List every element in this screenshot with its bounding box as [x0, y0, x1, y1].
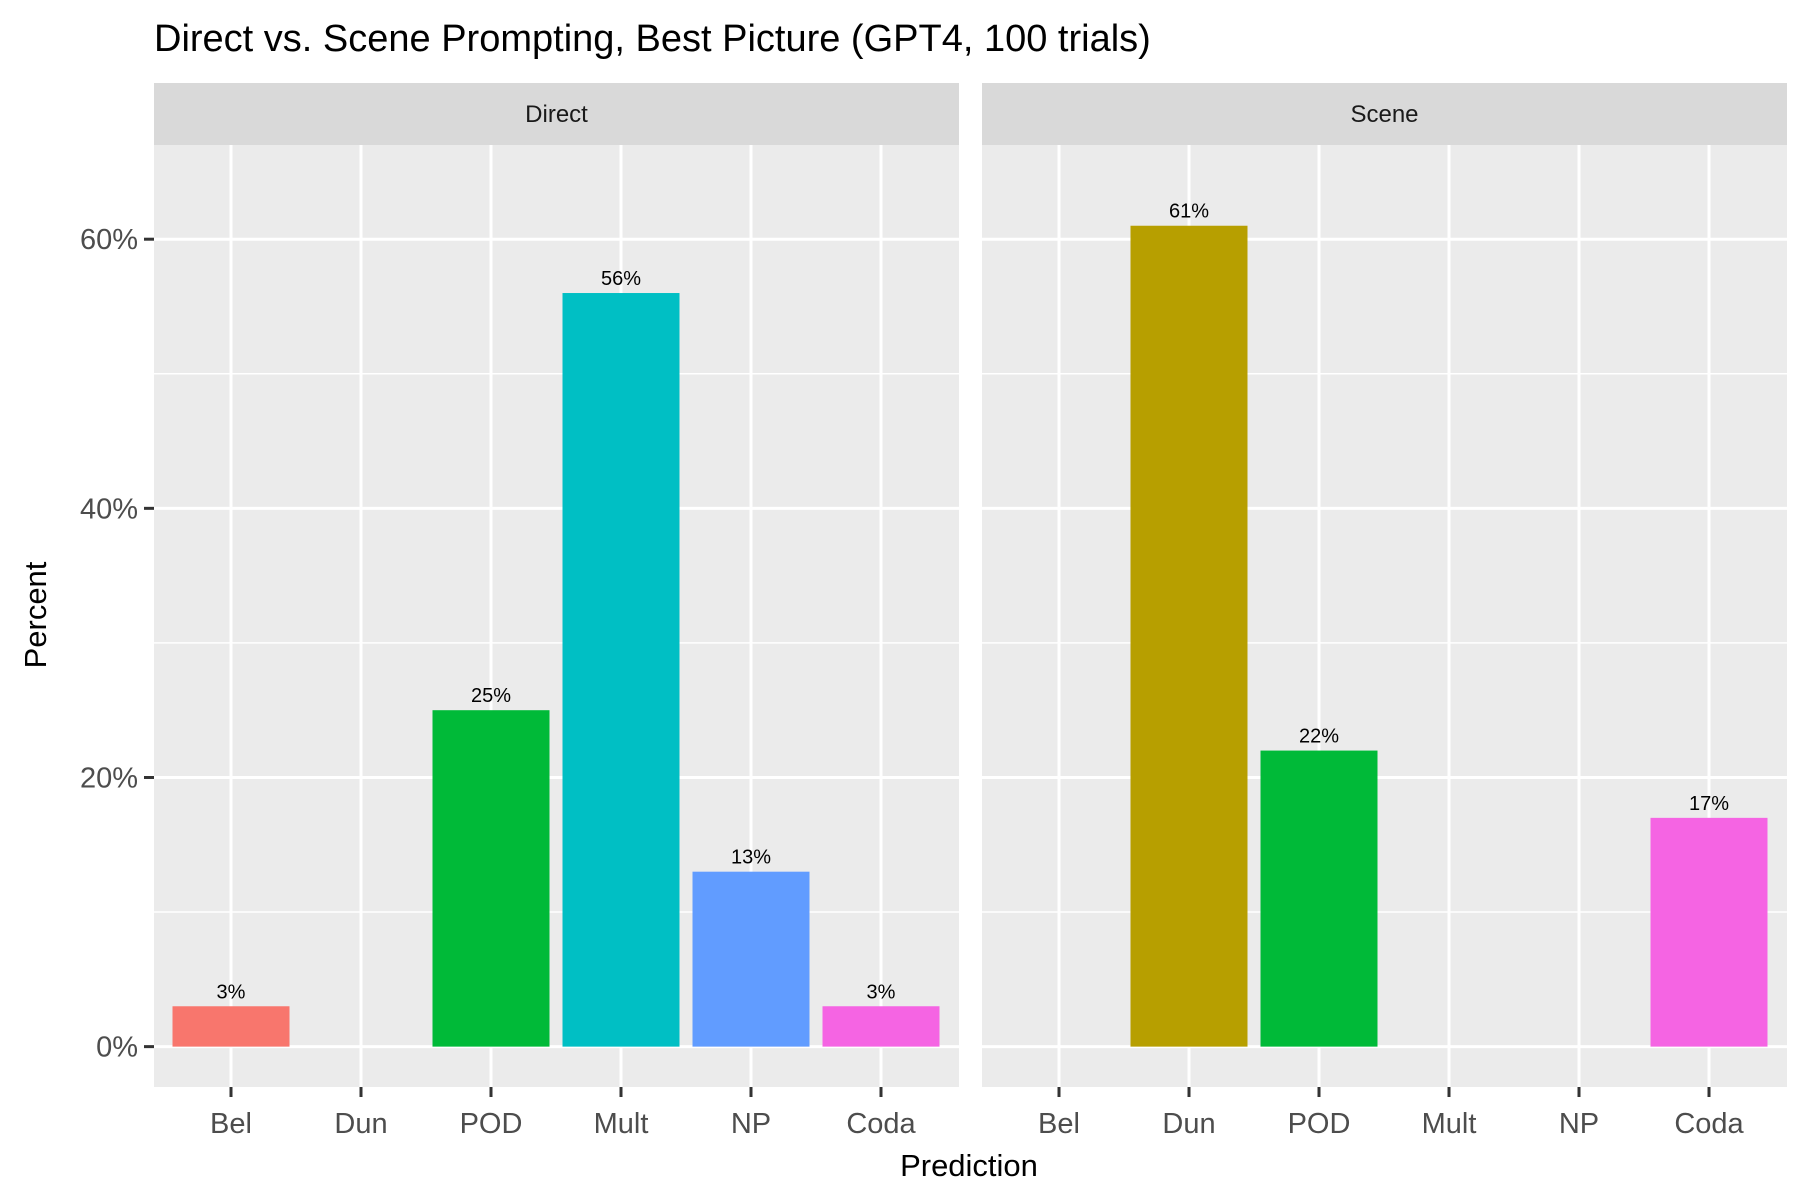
- facet-strip-label: Scene: [1350, 101, 1418, 128]
- y-axis-title: Percent: [18, 561, 53, 668]
- x-tick-label: NP: [1559, 1108, 1599, 1140]
- facet-strip: [154, 83, 959, 145]
- x-tick-label: Coda: [1674, 1108, 1744, 1140]
- bar-direct-mult: [562, 293, 680, 1047]
- data-label: 3%: [867, 981, 896, 1003]
- facet-panel-scene: Scene Bel Dun POD Mult NP Coda 61% 22% 17%: [982, 83, 1787, 1140]
- y-tick-label: 0%: [96, 1032, 138, 1064]
- facet-panels: Direct Bel Dun POD Mult NP Coda 3% 25% 56% 13% 3% Sc…: [154, 83, 1787, 1140]
- x-tick-label: Mult: [1422, 1108, 1477, 1140]
- facet-strip-label: Direct: [525, 101, 588, 128]
- data-label: 3%: [217, 981, 246, 1003]
- data-label: 22%: [1299, 726, 1339, 748]
- bar-scene-dun: [1130, 225, 1248, 1047]
- y-tick-label: 40%: [80, 493, 138, 525]
- bar-direct-coda: [822, 1006, 940, 1047]
- x-tick-label: POD: [460, 1108, 523, 1140]
- data-label: 13%: [731, 847, 771, 869]
- y-axis: 0% 20% 40% 60%: [80, 224, 154, 1064]
- x-tick-label: NP: [731, 1108, 771, 1140]
- bar-direct-np: [692, 871, 810, 1047]
- x-tick-label: POD: [1288, 1108, 1351, 1140]
- bar-scene-pod: [1260, 750, 1378, 1047]
- data-label: 56%: [601, 268, 641, 290]
- x-tick-label: Mult: [594, 1108, 649, 1140]
- bar-direct-bel: [172, 1006, 290, 1047]
- x-tick-label: Bel: [210, 1108, 252, 1140]
- data-label: 17%: [1689, 793, 1729, 815]
- bar-scene-coda: [1650, 817, 1768, 1047]
- data-label: 25%: [471, 685, 511, 707]
- x-tick-label: Dun: [1162, 1108, 1215, 1140]
- data-label: 61%: [1169, 201, 1209, 223]
- x-tick-label: Bel: [1038, 1108, 1080, 1140]
- x-axis-title: Prediction: [900, 1148, 1038, 1183]
- panel-background: [154, 145, 959, 1087]
- facet-strip: [982, 83, 1787, 145]
- bar-direct-pod: [432, 710, 550, 1047]
- x-tick-label: Coda: [846, 1108, 916, 1140]
- facet-panel-direct: Direct Bel Dun POD Mult NP Coda 3% 25% 56% 13% 3%: [154, 83, 959, 1140]
- y-tick-label: 20%: [80, 762, 138, 794]
- x-tick-label: Dun: [334, 1108, 387, 1140]
- chart-title: Direct vs. Scene Prompting, Best Picture…: [154, 18, 1151, 60]
- y-tick-label: 60%: [80, 224, 138, 256]
